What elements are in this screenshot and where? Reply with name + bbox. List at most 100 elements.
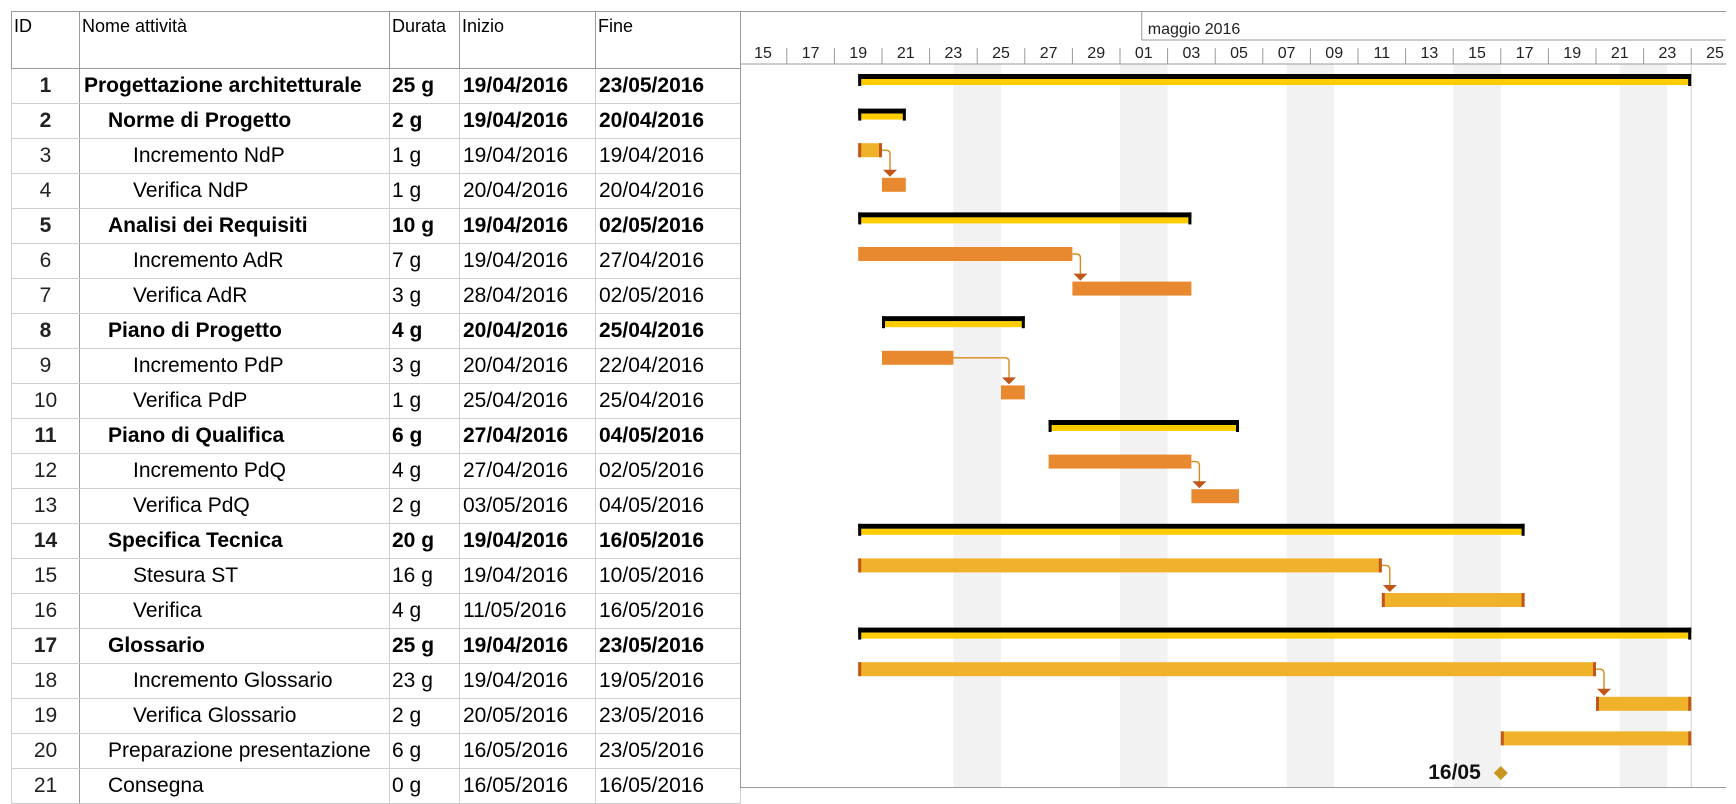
task-start-cell[interactable]: 03/05/2016: [459, 488, 596, 524]
task-id-cell[interactable]: 3: [11, 138, 80, 174]
task-row[interactable]: 13 Verifica PdQ 2 g 03/05/2016 04/05/2016: [11, 488, 741, 524]
task-name-cell[interactable]: Specifica Tecnica: [79, 523, 390, 559]
task-duration-cell[interactable]: 3 g: [389, 348, 460, 384]
task-start-cell[interactable]: 19/04/2016: [459, 68, 596, 104]
task-duration-cell[interactable]: 25 g: [389, 68, 460, 104]
task-end-cell[interactable]: 19/04/2016: [595, 138, 741, 174]
task-bar[interactable]: [1191, 489, 1239, 504]
task-start-cell[interactable]: 16/05/2016: [459, 733, 596, 769]
task-duration-cell[interactable]: 10 g: [389, 208, 460, 244]
task-end-cell[interactable]: 16/05/2016: [595, 523, 741, 559]
task-bar[interactable]: [882, 177, 906, 192]
task-bar[interactable]: [1048, 454, 1192, 469]
task-duration-cell[interactable]: 1 g: [389, 138, 460, 174]
task-end-cell[interactable]: 16/05/2016: [595, 768, 741, 804]
task-name-cell[interactable]: Norme di Progetto: [79, 103, 390, 139]
task-row[interactable]: 10 Verifica PdP 1 g 25/04/2016 25/04/2016: [11, 383, 741, 419]
task-duration-cell[interactable]: 4 g: [389, 593, 460, 629]
task-id-cell[interactable]: 12: [11, 453, 80, 489]
task-bar[interactable]: [1596, 696, 1692, 711]
task-id-cell[interactable]: 13: [11, 488, 80, 524]
task-end-cell[interactable]: 20/04/2016: [595, 173, 741, 209]
task-end-cell[interactable]: 16/05/2016: [595, 593, 741, 629]
task-id-cell[interactable]: 8: [11, 313, 80, 349]
task-start-cell[interactable]: 19/04/2016: [459, 138, 596, 174]
summary-bar-bracket[interactable]: [882, 316, 1025, 322]
task-duration-cell[interactable]: 2 g: [389, 103, 460, 139]
task-end-cell[interactable]: 20/04/2016: [595, 103, 741, 139]
task-duration-cell[interactable]: 4 g: [389, 313, 460, 349]
task-row[interactable]: 19 Verifica Glossario 2 g 20/05/2016 23/05/2…: [11, 698, 741, 734]
task-start-cell[interactable]: 20/04/2016: [459, 313, 596, 349]
column-header-id[interactable]: ID: [11, 11, 80, 69]
task-id-cell[interactable]: 14: [11, 523, 80, 559]
task-start-cell[interactable]: 11/05/2016: [459, 593, 596, 629]
task-end-cell[interactable]: 10/05/2016: [595, 558, 741, 594]
task-bar[interactable]: [1072, 281, 1192, 296]
task-duration-cell[interactable]: 20 g: [389, 523, 460, 559]
task-name-cell[interactable]: Stesura ST: [79, 558, 390, 594]
task-duration-cell[interactable]: 1 g: [389, 173, 460, 209]
task-row[interactable]: 20 Preparazione presentazione 6 g 16/05/201…: [11, 733, 741, 769]
task-id-cell[interactable]: 7: [11, 278, 80, 314]
task-id-cell[interactable]: 20: [11, 733, 80, 769]
task-id-cell[interactable]: 19: [11, 698, 80, 734]
summary-bar[interactable]: [858, 217, 1192, 224]
task-id-cell[interactable]: 6: [11, 243, 80, 279]
task-start-cell[interactable]: 27/04/2016: [459, 418, 596, 454]
task-id-cell[interactable]: 21: [11, 768, 80, 804]
column-header-name[interactable]: Nome attività: [79, 11, 390, 69]
task-name-cell[interactable]: Piano di Progetto: [79, 313, 390, 349]
task-start-cell[interactable]: 19/04/2016: [459, 523, 596, 559]
task-id-cell[interactable]: 9: [11, 348, 80, 384]
task-row[interactable]: 1 Progettazione architetturale 25 g 19/04/2…: [11, 68, 741, 104]
task-name-cell[interactable]: Incremento PdP: [79, 348, 390, 384]
task-bar[interactable]: [858, 662, 1596, 677]
task-row[interactable]: 5 Analisi dei Requisiti 10 g 19/04/2016 02/0…: [11, 208, 741, 244]
task-name-cell[interactable]: Piano di Qualifica: [79, 418, 390, 454]
task-duration-cell[interactable]: 3 g: [389, 278, 460, 314]
task-duration-cell[interactable]: 23 g: [389, 663, 460, 699]
task-name-cell[interactable]: Incremento NdP: [79, 138, 390, 174]
task-start-cell[interactable]: 19/04/2016: [459, 208, 596, 244]
task-start-cell[interactable]: 19/04/2016: [459, 558, 596, 594]
task-name-cell[interactable]: Verifica PdP: [79, 383, 390, 419]
task-row[interactable]: 3 Incremento NdP 1 g 19/04/2016 19/04/2016: [11, 138, 741, 174]
task-row[interactable]: 6 Incremento AdR 7 g 19/04/2016 27/04/2016: [11, 243, 741, 279]
task-row[interactable]: 21 Consegna 0 g 16/05/2016 16/05/2016: [11, 768, 741, 804]
summary-bar[interactable]: [1048, 425, 1239, 431]
task-name-cell[interactable]: Verifica AdR: [79, 278, 390, 314]
task-end-cell[interactable]: 23/05/2016: [595, 628, 741, 664]
task-end-cell[interactable]: 19/05/2016: [595, 663, 741, 699]
task-name-cell[interactable]: Verifica PdQ: [79, 488, 390, 524]
summary-bar[interactable]: [858, 79, 1692, 85]
task-row[interactable]: 2 Norme di Progetto 2 g 19/04/2016 20/04/201…: [11, 103, 741, 139]
task-id-cell[interactable]: 5: [11, 208, 80, 244]
task-bar[interactable]: [1381, 593, 1525, 607]
task-end-cell[interactable]: 04/05/2016: [595, 488, 741, 524]
task-start-cell[interactable]: 28/04/2016: [459, 278, 596, 314]
task-end-cell[interactable]: 02/05/2016: [595, 208, 741, 244]
task-end-cell[interactable]: 25/04/2016: [595, 383, 741, 419]
task-row[interactable]: 12 Incremento PdQ 4 g 27/04/2016 02/05/2016: [11, 453, 741, 489]
task-row[interactable]: 9 Incremento PdP 3 g 20/04/2016 22/04/2016: [11, 348, 741, 384]
task-bar[interactable]: [1500, 731, 1692, 746]
task-row[interactable]: 17 Glossario 25 g 19/04/2016 23/05/2016: [11, 628, 741, 664]
task-duration-cell[interactable]: 4 g: [389, 453, 460, 489]
summary-bar[interactable]: [858, 528, 1525, 535]
task-duration-cell[interactable]: 2 g: [389, 488, 460, 524]
summary-bar[interactable]: [882, 321, 1025, 328]
summary-bar-bracket[interactable]: [858, 627, 1692, 633]
task-row[interactable]: 8 Piano di Progetto 4 g 20/04/2016 25/04/201…: [11, 313, 741, 349]
task-id-cell[interactable]: 16: [11, 593, 80, 629]
task-start-cell[interactable]: 19/04/2016: [459, 103, 596, 139]
summary-bar[interactable]: [858, 113, 906, 120]
task-row[interactable]: 15 Stesura ST 16 g 19/04/2016 10/05/2016: [11, 558, 741, 594]
task-end-cell[interactable]: 25/04/2016: [595, 313, 741, 349]
task-name-cell[interactable]: Incremento Glossario: [79, 663, 390, 699]
task-bar[interactable]: [1001, 385, 1025, 400]
task-row[interactable]: 4 Verifica NdP 1 g 20/04/2016 20/04/2016: [11, 173, 741, 209]
task-start-cell[interactable]: 20/05/2016: [459, 698, 596, 734]
task-name-cell[interactable]: Verifica NdP: [79, 173, 390, 209]
task-id-cell[interactable]: 15: [11, 558, 80, 594]
